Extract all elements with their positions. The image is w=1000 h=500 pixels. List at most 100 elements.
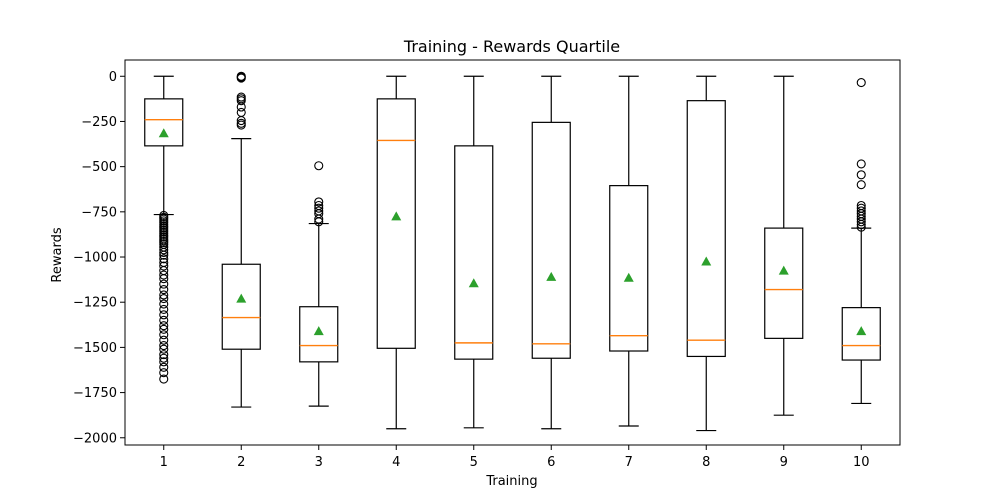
box xyxy=(144,98,184,147)
outlier-point xyxy=(159,315,169,325)
mean-marker xyxy=(856,326,867,336)
mean-marker xyxy=(313,326,324,336)
x-tick-label: 4 xyxy=(392,455,400,470)
x-tick-label: 9 xyxy=(780,455,788,470)
x-tick-label: 8 xyxy=(702,455,710,470)
box-group-3 xyxy=(299,161,339,407)
outlier-point xyxy=(159,250,169,260)
x-tick-label: 5 xyxy=(470,455,478,470)
box xyxy=(686,100,726,358)
outlier-point xyxy=(314,197,324,207)
y-tick-label: 0 xyxy=(109,70,117,85)
box xyxy=(299,306,339,363)
outlier-point xyxy=(159,344,169,354)
box xyxy=(764,227,804,339)
outlier-point xyxy=(159,353,169,363)
box-group-6 xyxy=(531,75,571,430)
mean-marker xyxy=(236,293,247,303)
y-tick-label: −1750 xyxy=(73,386,117,401)
box-group-9 xyxy=(764,75,804,416)
box-group-2 xyxy=(221,71,261,408)
outlier-point xyxy=(159,304,169,314)
y-tick-label: −500 xyxy=(81,160,117,175)
outlier-point xyxy=(314,214,324,224)
box-group-5 xyxy=(454,75,494,429)
box xyxy=(609,185,649,352)
y-tick-label: −1250 xyxy=(73,296,117,311)
x-tick-label: 7 xyxy=(625,455,633,470)
outlier-point xyxy=(236,116,246,126)
y-tick-label: −250 xyxy=(81,115,117,130)
outlier-point xyxy=(236,96,246,106)
outlier-point xyxy=(236,73,246,83)
outlier-point xyxy=(159,362,169,372)
outlier-point xyxy=(856,170,866,180)
box xyxy=(376,98,416,349)
mean-marker xyxy=(546,271,557,281)
mean-marker xyxy=(468,278,479,288)
outlier-point xyxy=(159,290,169,300)
y-tick-label: −1000 xyxy=(73,251,117,266)
outlier-point xyxy=(159,299,169,309)
x-tick-label: 3 xyxy=(315,455,323,470)
outlier-point xyxy=(159,247,169,258)
mean-marker xyxy=(778,265,789,275)
outlier-point xyxy=(159,321,169,331)
y-tick-label: −750 xyxy=(81,205,117,220)
outlier-point xyxy=(159,279,169,289)
outlier-point xyxy=(159,324,169,334)
outlier-point xyxy=(159,274,169,284)
outlier-point xyxy=(856,180,866,190)
outlier-point xyxy=(314,203,324,213)
outlier-point xyxy=(159,254,169,264)
outlier-point xyxy=(856,78,866,88)
outlier-point xyxy=(314,161,324,171)
mean-marker xyxy=(701,256,712,266)
y-tick-label: −2000 xyxy=(73,431,117,446)
box xyxy=(454,145,494,360)
outlier-point xyxy=(159,368,169,378)
outlier-point xyxy=(856,222,866,232)
outlier-point xyxy=(236,120,246,130)
x-tick-label: 2 xyxy=(237,455,245,470)
outlier-point xyxy=(856,159,866,169)
box-group-7 xyxy=(609,75,649,427)
box-group-4 xyxy=(376,75,416,430)
y-axis-label: Rewards xyxy=(50,227,65,282)
outlier-point xyxy=(159,285,169,295)
chart-title: Training - Rewards Quartile xyxy=(403,37,620,56)
outlier-point xyxy=(159,261,169,271)
mean-marker xyxy=(391,211,402,221)
axes-layer: 0 −250 −500 −750 −1000 −1250 −1500 −1750 −2000 1 2… xyxy=(73,59,901,470)
outlier-point xyxy=(159,350,169,360)
mean-marker xyxy=(158,128,169,138)
box xyxy=(221,263,261,350)
outlier-point xyxy=(314,217,324,227)
outlier-point xyxy=(159,294,169,304)
x-axis-label: Training xyxy=(485,474,537,489)
outlier-point xyxy=(159,374,169,384)
outlier-point xyxy=(159,357,169,367)
x-tick-label: 10 xyxy=(853,455,870,470)
box-group-1 xyxy=(144,75,184,384)
box-group-8 xyxy=(686,75,726,432)
box-group-10 xyxy=(841,78,881,405)
x-tick-label: 1 xyxy=(160,455,168,470)
outlier-point xyxy=(159,270,169,280)
plot-frame xyxy=(124,59,901,446)
mean-marker xyxy=(623,272,634,282)
outlier-point xyxy=(159,330,169,340)
y-tick-label: −1500 xyxy=(73,341,117,356)
outlier-point xyxy=(236,102,246,112)
outlier-point xyxy=(159,310,169,320)
box xyxy=(531,121,571,359)
plot-layer xyxy=(144,71,881,432)
outlier-point xyxy=(856,217,866,227)
box xyxy=(841,307,881,361)
outlier-point xyxy=(159,341,169,351)
outlier-point xyxy=(856,219,866,230)
outlier-point xyxy=(159,335,169,345)
outlier-point xyxy=(159,245,169,255)
